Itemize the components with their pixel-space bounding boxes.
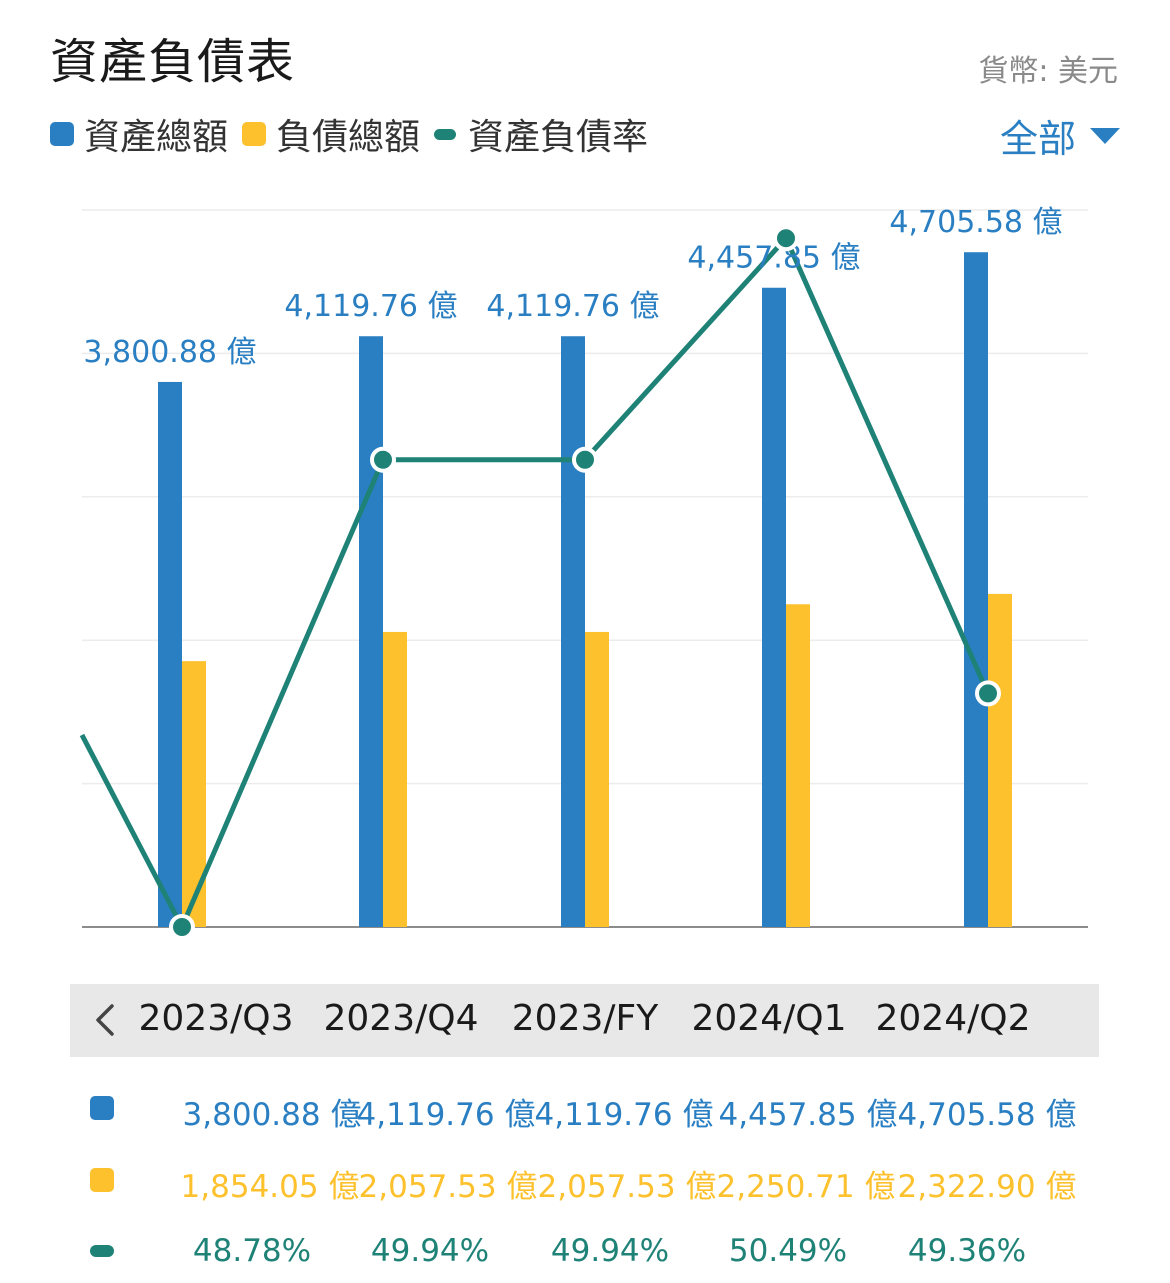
chevron-left-icon[interactable] (92, 1002, 118, 1038)
table-cell-assets: 4,119.76 億 (534, 1097, 714, 1133)
table-cell-assets: 4,119.76 億 (356, 1097, 536, 1133)
bar-total-assets (561, 336, 585, 927)
caret-down-icon (1090, 127, 1120, 144)
bar-total-assets (964, 252, 988, 927)
assets-swatch-icon (50, 122, 74, 146)
legend-item-liabilities[interactable]: 負債總額 (242, 108, 420, 160)
legend-label-ratio: 資產負債率 (468, 117, 649, 158)
table-cell-assets: 4,705.58 億 (897, 1097, 1077, 1133)
bar-value-label: 4,457.85 億 (687, 241, 860, 276)
bar-value-label: 4,119.76 億 (486, 289, 659, 324)
bar-total-assets (359, 336, 383, 927)
ratio-point (572, 446, 598, 473)
table-cell-ratio: 49.94% (370, 1233, 490, 1269)
period-tab[interactable]: 2023/Q3 (138, 998, 294, 1039)
bar-value-label: 4,119.76 億 (284, 289, 457, 324)
bar-total-liabilities (786, 604, 810, 927)
legend-item-ratio[interactable]: 資產負債率 (434, 108, 648, 160)
legend-label-assets: 資產總額 (84, 117, 229, 158)
table-cell-ratio: 49.94% (550, 1233, 670, 1269)
table-cell-liabilities: 2,057.53 億 (537, 1169, 717, 1205)
period-tab[interactable]: 2024/Q2 (875, 998, 1031, 1039)
bar-total-assets (762, 287, 786, 927)
bar-total-assets (158, 381, 182, 927)
table-cell-ratio: 48.78% (192, 1233, 312, 1269)
bar-value-label: 4,705.58 億 (889, 205, 1062, 240)
period-tab[interactable]: 2024/Q1 (691, 998, 847, 1039)
assets-row-icon (90, 1096, 114, 1120)
bar-total-liabilities (585, 631, 609, 927)
filter-dropdown[interactable]: 全部 (1000, 108, 1120, 163)
ratio-line (79, 235, 991, 930)
table-cell-assets: 4,457.85 億 (718, 1097, 898, 1133)
legend-label-liabilities: 負債總額 (276, 117, 421, 158)
table-cell-assets: 3,800.88 億 (182, 1097, 362, 1133)
bar-total-liabilities (182, 661, 206, 927)
bar-total-liabilities (988, 593, 1012, 927)
ratio-point (975, 680, 1001, 707)
balance-sheet-chart: 3,800.88 億 4,119.76 億 4,119.76 億 4,457.85 億… (79, 205, 1088, 940)
period-tab[interactable]: 2023/FY (511, 998, 659, 1039)
ratio-point (169, 914, 195, 940)
filter-label: 全部 (999, 117, 1076, 161)
table-cell-liabilities: 2,322.90 億 (897, 1169, 1077, 1205)
chart-legend: 資產總額 負債總額 資產負債率 (50, 108, 662, 160)
bar-value-label: 3,800.88 億 (83, 335, 256, 370)
page-title: 資產負債表 (50, 34, 296, 90)
bar-total-liabilities (383, 631, 407, 927)
table-cell-ratio: 50.49% (728, 1233, 848, 1269)
ratio-point (370, 446, 396, 473)
ratio-point (773, 225, 799, 252)
ratio-swatch-icon (434, 128, 457, 140)
period-selector: 2023/Q3 2023/Q4 2023/FY 2024/Q1 2024/Q2 (70, 984, 1099, 1057)
table-cell-liabilities: 1,854.05 億 (180, 1169, 360, 1205)
table-cell-liabilities: 2,250.71 億 (716, 1169, 896, 1205)
liabilities-swatch-icon (242, 122, 267, 146)
period-tab[interactable]: 2023/Q4 (323, 998, 479, 1039)
table-cell-liabilities: 2,057.53 億 (358, 1169, 538, 1205)
table-cell-ratio: 49.36% (907, 1233, 1027, 1269)
legend-item-assets[interactable]: 資產總額 (50, 108, 228, 160)
ratio-row-icon (90, 1245, 114, 1257)
currency-label: 貨幣: 美元 (978, 54, 1118, 89)
liabilities-row-icon (90, 1168, 114, 1192)
